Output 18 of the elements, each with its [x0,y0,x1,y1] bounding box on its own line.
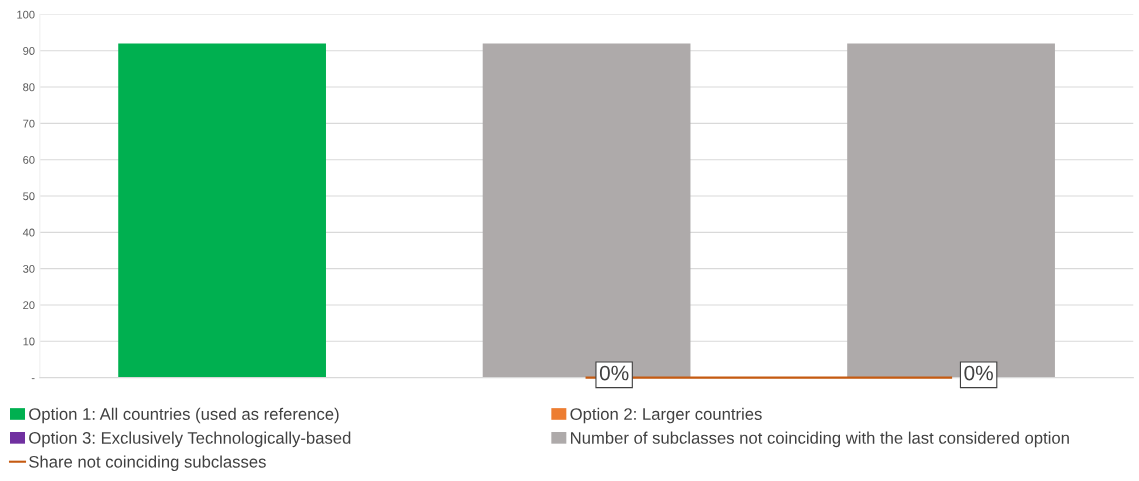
y-tick-label: 20 [23,301,35,310]
legend-label: Option 3: Exclusively Technologically-based [29,431,351,448]
y-tick-label: 90 [23,47,35,55]
y-tick-label: - [31,378,35,380]
y-tick-label: 30 [23,264,35,273]
legend-label: Number of subclasses not coinciding with the last considered option [571,431,1069,448]
legend-label: Option 2: Larger countries [570,407,762,424]
y-tick-label: 100 [17,10,35,19]
y-tick-label: 80 [23,83,35,92]
y-tick-label: 40 [22,228,35,237]
y-tick-label: 10 [23,337,35,346]
legend-label: Option 1: All countries (used as reference) [29,407,339,424]
legend-label: Share not coinciding subclasses [29,455,266,471]
y-tick-label: 60 [23,155,35,164]
data-label: 0% [599,365,629,381]
data-label: 0% [964,365,993,381]
y-tick-label: 50 [23,192,35,201]
y-tick-label: 70 [23,119,35,128]
